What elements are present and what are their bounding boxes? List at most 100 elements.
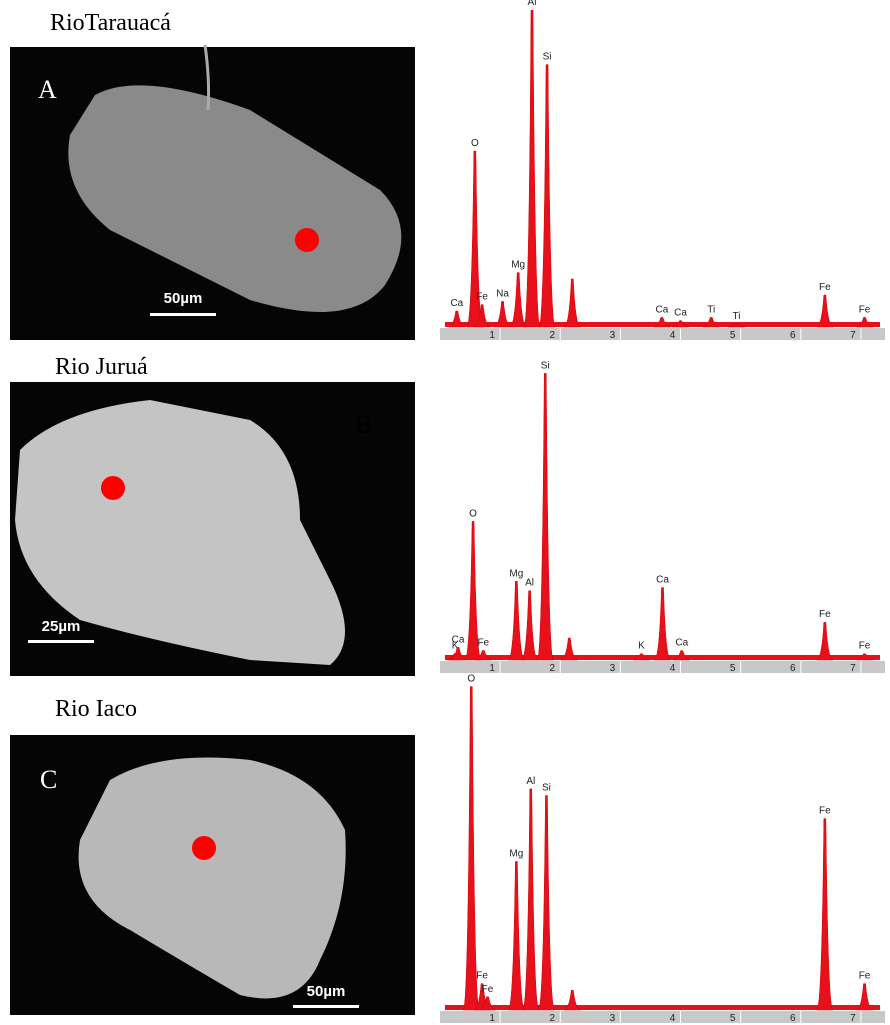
x-tick-label: 6	[790, 663, 796, 674]
grain	[78, 757, 346, 999]
peak-label: O	[471, 138, 479, 149]
peak-label: Ca	[674, 308, 687, 319]
peak-label: Al	[528, 0, 537, 8]
x-tick-label: 4	[670, 663, 676, 674]
peak	[703, 317, 720, 328]
x-tick-label: 7	[850, 663, 856, 674]
peak-label: Ca	[452, 634, 465, 645]
scale-line	[150, 313, 216, 316]
baseline-noise	[445, 1005, 880, 1010]
x-tick-label: 2	[549, 663, 555, 674]
x-tick-label: 4	[670, 1013, 676, 1024]
peak	[494, 301, 511, 328]
x-tick-label: 5	[730, 330, 736, 341]
x-tick-label: 6	[790, 330, 796, 341]
x-tick-label: 3	[610, 663, 616, 674]
scale-bar-label: 50µm	[164, 290, 203, 307]
peak	[464, 521, 482, 661]
x-tick-label: 7	[850, 330, 856, 341]
peak-label: Mg	[509, 849, 523, 860]
location-title: Rio Iaco	[55, 696, 137, 722]
scale-line	[28, 640, 94, 643]
peak-label: Fe	[819, 282, 831, 293]
x-tick-label: 5	[730, 1013, 736, 1024]
peak	[564, 989, 581, 1011]
peak-label: Ca	[656, 575, 669, 586]
peak	[654, 587, 671, 661]
peak	[523, 9, 541, 328]
peak	[510, 272, 527, 328]
peak	[633, 653, 650, 661]
peak	[816, 818, 834, 1011]
peak	[653, 317, 670, 328]
peak-label: K	[638, 641, 645, 652]
peak	[728, 323, 745, 328]
peak	[564, 278, 581, 328]
peak-label: Ti	[732, 311, 740, 322]
peak-label: O	[467, 674, 475, 685]
peak	[816, 621, 834, 661]
peak-label: Fe	[477, 638, 489, 649]
peak-label: O	[469, 508, 477, 519]
peak-label: Ca	[675, 638, 688, 649]
peak	[449, 647, 467, 661]
location-title: Rio Juruá	[55, 354, 148, 380]
peak-label: Fe	[819, 609, 831, 620]
peak-label: Fe	[859, 971, 871, 982]
axis-bar	[440, 1011, 885, 1023]
analysis-spot	[192, 836, 216, 860]
peak-label: Si	[542, 783, 551, 794]
peak-label: Fe	[819, 806, 831, 817]
axis-bar	[440, 661, 885, 673]
axis-bar	[440, 328, 885, 340]
peak-label: Al	[525, 578, 534, 589]
peak	[479, 996, 496, 1011]
panel-letter: A	[38, 75, 57, 104]
peak-label: Si	[541, 360, 550, 371]
peak	[672, 320, 689, 328]
peak	[521, 590, 538, 661]
peak	[816, 294, 834, 328]
x-tick-label: 1	[489, 1013, 495, 1024]
peak-label: Fe	[476, 292, 488, 303]
scale-bar-label: 25µm	[42, 618, 81, 635]
x-tick-label: 4	[670, 330, 676, 341]
x-tick-label: 3	[610, 330, 616, 341]
peak	[538, 795, 555, 1011]
scale-bar-label: 50µm	[307, 983, 346, 1000]
x-tick-label: 5	[730, 663, 736, 674]
x-tick-label: 1	[489, 663, 495, 674]
panel-letter: B	[355, 410, 372, 439]
grain	[68, 85, 402, 312]
peak-label: Ca	[656, 304, 669, 315]
peak	[538, 64, 556, 328]
peak	[522, 788, 540, 1011]
peak-label: Mg	[511, 260, 525, 271]
peak-label: Fe	[859, 304, 871, 315]
peak	[473, 304, 491, 328]
peak-label: Al	[526, 776, 535, 787]
analysis-spot	[101, 476, 125, 500]
peak	[856, 983, 873, 1011]
peak	[463, 686, 480, 1011]
peak-label: Fe	[482, 984, 494, 995]
scale-line	[293, 1005, 359, 1008]
peak-label: Ti	[707, 304, 715, 315]
peak	[475, 650, 492, 661]
x-tick-label: 1	[489, 330, 495, 341]
peak-label: Mg	[509, 568, 523, 579]
x-tick-label: 3	[610, 1013, 616, 1024]
panel-letter: C	[40, 765, 57, 794]
grain	[15, 400, 345, 665]
location-title: RioTarauacá	[50, 10, 171, 36]
x-tick-label: 7	[850, 1013, 856, 1024]
peak	[561, 637, 578, 661]
x-tick-label: 6	[790, 1013, 796, 1024]
peak	[448, 310, 465, 328]
peak-label: Fe	[859, 641, 871, 652]
fiber	[203, 44, 211, 111]
peak-label: Fe	[476, 971, 488, 982]
x-tick-label: 2	[549, 1013, 555, 1024]
